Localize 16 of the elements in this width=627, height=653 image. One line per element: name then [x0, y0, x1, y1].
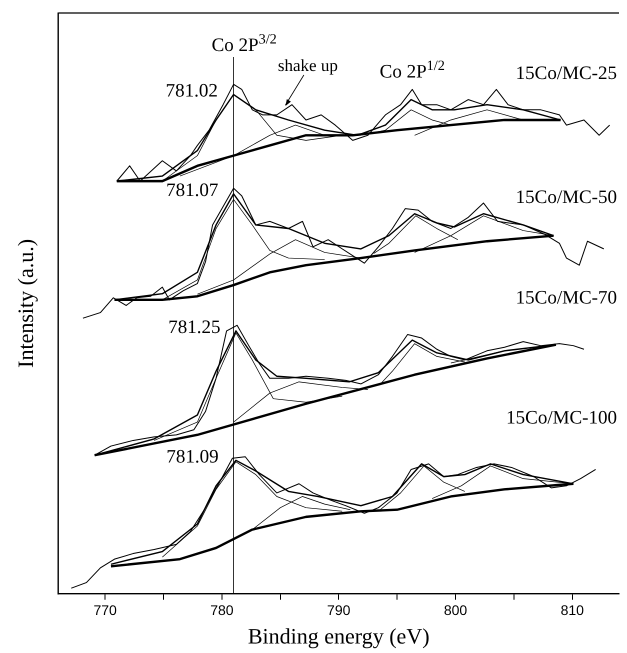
text: shake up: [278, 56, 338, 75]
x-tick-label: 790: [327, 602, 351, 618]
series-label: 15Co/MC-70: [516, 287, 618, 308]
x-tick-label: 810: [560, 602, 584, 618]
series-label: 15Co/MC-50: [516, 186, 618, 208]
x-tick-label: 800: [444, 602, 468, 618]
annotation: 781.02: [166, 80, 218, 102]
x-tick-label: 770: [93, 602, 118, 618]
x-axis-title: Binding energy (eV): [248, 624, 430, 649]
y-axis-title: Intensity (a.u.): [12, 238, 38, 368]
x-tick-label: 780: [210, 602, 234, 618]
annotation: 781.07: [166, 180, 218, 201]
series-label: 15Co/MC-100: [506, 407, 618, 428]
annotation: 781.25: [168, 316, 221, 338]
annotation: 781.09: [166, 446, 219, 468]
series-label: 15Co/MC-25: [516, 63, 618, 84]
